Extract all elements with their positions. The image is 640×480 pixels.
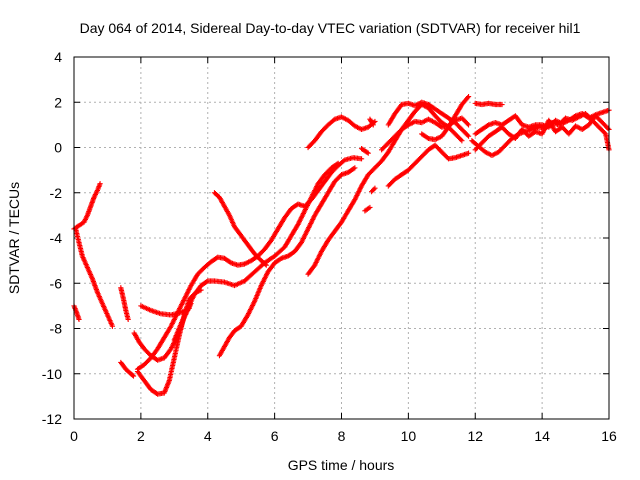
chart-title: Day 064 of 2014, Sidereal Day-to-day VTE… <box>80 20 581 36</box>
plot-frame <box>73 56 610 420</box>
data-markers <box>71 93 612 397</box>
data-point <box>97 181 103 187</box>
data-point <box>465 150 472 156</box>
data-point <box>263 262 269 268</box>
x-axis-label: GPS time / hours <box>288 457 395 473</box>
data-point <box>204 279 210 285</box>
y-tick-label: 0 <box>54 140 62 156</box>
data-point <box>465 95 471 101</box>
series-s1 <box>71 181 103 232</box>
x-tick-label: 12 <box>467 428 483 444</box>
y-tick-label: 4 <box>54 49 62 65</box>
y-tick-label: 2 <box>54 94 62 110</box>
series-s20 <box>385 99 472 139</box>
axis-ticks: 0 2 4 6 8 10 12 14 16 -12 -10 -8 -6 -4 -2 0 2 4 <box>42 49 617 444</box>
data-point <box>335 160 341 166</box>
x-tick-label: 4 <box>204 428 212 444</box>
data-point <box>76 316 82 323</box>
series-s14 <box>305 114 378 151</box>
series-s18 <box>368 185 378 195</box>
data-point <box>358 156 365 162</box>
series-s9 <box>134 155 365 372</box>
data-point <box>364 149 370 156</box>
x-tick-label: 0 <box>70 428 78 444</box>
data-point <box>371 186 377 192</box>
y-axis-label: SDTVAR / TECUs <box>6 182 22 294</box>
data-point <box>444 155 450 161</box>
data-point <box>499 101 505 108</box>
x-tick-label: 10 <box>401 428 417 444</box>
data-point <box>464 132 471 138</box>
data-point <box>130 372 136 378</box>
data-point <box>459 138 465 144</box>
y-tick-label: -12 <box>42 411 62 427</box>
data-point <box>465 122 472 128</box>
data-point <box>370 122 376 128</box>
x-tick-label: 2 <box>137 428 145 444</box>
series-s11 <box>211 190 269 268</box>
data-point <box>465 133 472 139</box>
series-s16 <box>362 204 373 214</box>
series-s17 <box>358 146 371 156</box>
series-s2 <box>71 303 82 323</box>
data-point <box>365 150 371 156</box>
data-point <box>351 166 357 172</box>
y-tick-label: -10 <box>42 366 62 382</box>
series-s10 <box>171 160 341 343</box>
grid-lines <box>74 57 609 419</box>
series-s15 <box>367 116 376 128</box>
series-s5 <box>118 359 137 379</box>
y-tick-label: -4 <box>50 230 63 246</box>
series-s22 <box>419 93 472 143</box>
y-tick-label: -2 <box>50 185 63 201</box>
y-tick-label: -8 <box>50 321 63 337</box>
data-point <box>352 165 358 171</box>
x-tick-label: 6 <box>271 428 279 444</box>
series-s8 <box>138 303 192 318</box>
data-point <box>465 93 472 100</box>
data-point <box>262 261 268 267</box>
data-point <box>424 135 430 141</box>
series-s3 <box>73 226 116 329</box>
series-s4 <box>118 285 131 323</box>
series-s12 <box>216 165 358 359</box>
series-s26 <box>472 113 612 153</box>
series-s13 <box>305 101 465 277</box>
data-point <box>458 136 464 143</box>
data-point <box>109 323 116 329</box>
data-point <box>464 121 471 127</box>
y-tick-label: -6 <box>50 275 63 291</box>
data-point <box>369 121 376 127</box>
data-point <box>130 373 137 379</box>
x-tick-label: 14 <box>534 428 550 444</box>
data-point <box>367 204 373 211</box>
data-point <box>334 161 340 167</box>
x-tick-label: 8 <box>338 428 346 444</box>
data-point <box>125 316 131 323</box>
x-tick-label: 16 <box>601 428 617 444</box>
data-point <box>372 185 378 191</box>
series-s21 <box>385 142 472 189</box>
series-s23 <box>472 100 505 108</box>
data-point <box>605 125 611 131</box>
